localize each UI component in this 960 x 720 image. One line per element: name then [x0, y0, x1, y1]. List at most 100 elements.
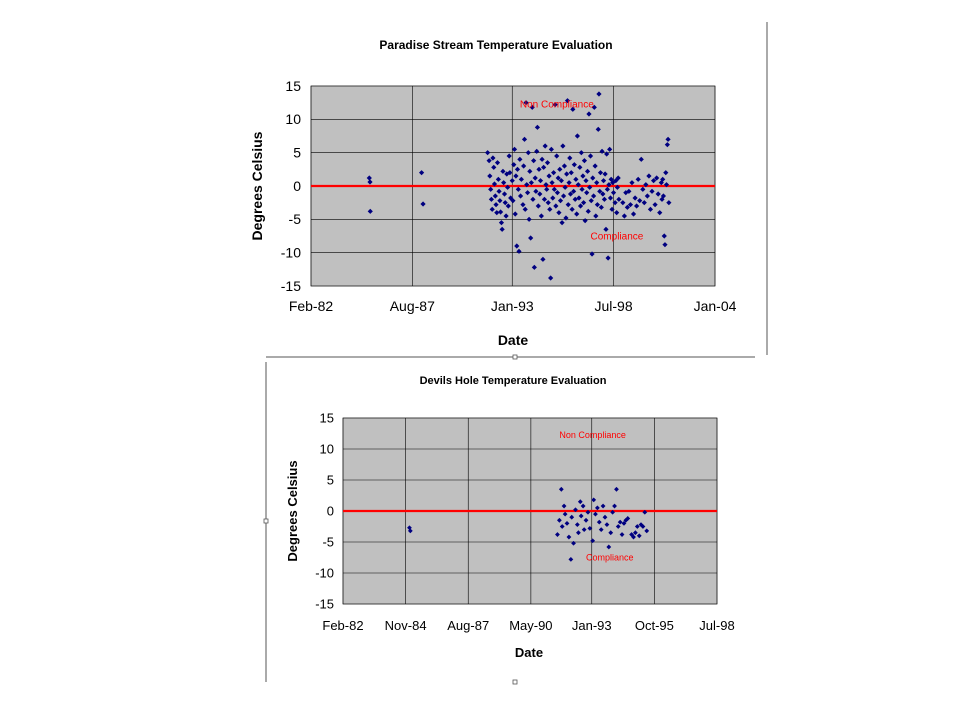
data-point [530, 196, 536, 202]
data-point [367, 208, 373, 214]
y-tick-label: -5 [322, 535, 334, 550]
data-point [407, 528, 413, 534]
data-point [534, 148, 540, 154]
data-point [562, 184, 568, 190]
data-point [602, 171, 608, 177]
data-point [652, 202, 658, 208]
data-point [619, 532, 625, 537]
data-point [661, 233, 667, 239]
data-point [564, 98, 571, 104]
x-tick-label: Aug-87 [390, 298, 435, 314]
x-tick-label: Feb-82 [289, 298, 334, 314]
data-point [501, 191, 508, 197]
data-point [602, 514, 608, 520]
data-point [640, 186, 646, 192]
data-point [486, 158, 492, 164]
data-point [569, 514, 575, 520]
data-point [566, 534, 572, 540]
data-point [553, 203, 559, 209]
data-point [614, 210, 620, 216]
data-point [498, 220, 505, 226]
data-point [555, 532, 560, 537]
data-point [597, 188, 603, 194]
y-tick-label: -15 [315, 597, 334, 612]
data-point [560, 193, 567, 199]
data-point [535, 203, 541, 209]
x-axis-title: Date [515, 645, 543, 660]
region-labels: Non Compliance Compliance [559, 430, 633, 563]
data-point [606, 182, 612, 188]
data-point [566, 180, 572, 186]
data-point [558, 486, 564, 492]
data-point [586, 111, 592, 117]
data-point [505, 203, 511, 209]
data-point [576, 195, 582, 201]
data-point [621, 213, 627, 219]
data-point [366, 175, 372, 181]
data-point [549, 180, 555, 186]
data-point [574, 133, 581, 139]
data-point [666, 200, 672, 206]
data-point [644, 528, 650, 534]
data-point [584, 168, 591, 174]
data-point [593, 213, 599, 219]
data-point [604, 522, 610, 528]
data-point [641, 200, 647, 206]
data-point [588, 198, 594, 204]
data-point [490, 155, 496, 161]
data-point [517, 193, 524, 199]
data-point [485, 150, 491, 156]
data-point [664, 142, 670, 148]
data-point [555, 175, 561, 181]
data-point [514, 243, 520, 249]
data-point [548, 275, 554, 281]
x-tick-label: Oct-95 [635, 618, 674, 633]
data-point [506, 153, 512, 159]
data-point [650, 178, 657, 184]
data-point [616, 196, 622, 202]
data-point [600, 503, 606, 509]
data-point [576, 530, 581, 536]
data-point [499, 226, 505, 232]
data-point [497, 209, 504, 215]
data-point [488, 196, 494, 202]
data-point [507, 170, 513, 176]
data-point [606, 544, 612, 550]
data-point [515, 186, 521, 192]
data-point [493, 202, 499, 208]
region-label: Non Compliance [559, 430, 626, 440]
data-point [603, 226, 609, 232]
data-point [599, 148, 605, 154]
data-point [614, 184, 620, 190]
data-point [642, 509, 648, 515]
data-point [577, 499, 583, 505]
data-point [563, 215, 569, 221]
data-point [552, 102, 558, 108]
data-point [528, 180, 534, 186]
data-point [559, 220, 565, 226]
data-point [524, 190, 531, 196]
data-point [590, 175, 596, 181]
data-point [495, 176, 501, 182]
data-point [581, 200, 587, 206]
y-tick-label: -15 [281, 278, 301, 294]
paradise-stream-chart: Paradise Stream Temperature Evaluation N… [249, 38, 737, 348]
data-point [621, 521, 627, 526]
data-point [538, 213, 544, 219]
data-point [630, 211, 637, 217]
data-point [556, 517, 562, 523]
data-point [613, 178, 619, 184]
data-point [571, 162, 577, 168]
data-point [516, 248, 522, 254]
x-tick-label: Jul-98 [594, 298, 632, 314]
frame-handle-left [263, 518, 269, 524]
y-tick-label: 15 [285, 78, 301, 94]
data-point [600, 178, 607, 184]
data-point [587, 184, 593, 190]
data-point [492, 193, 498, 199]
data-point [569, 206, 575, 212]
data-point [546, 173, 552, 179]
data-point [592, 163, 598, 169]
data-point [593, 511, 598, 517]
data-point [517, 156, 523, 162]
